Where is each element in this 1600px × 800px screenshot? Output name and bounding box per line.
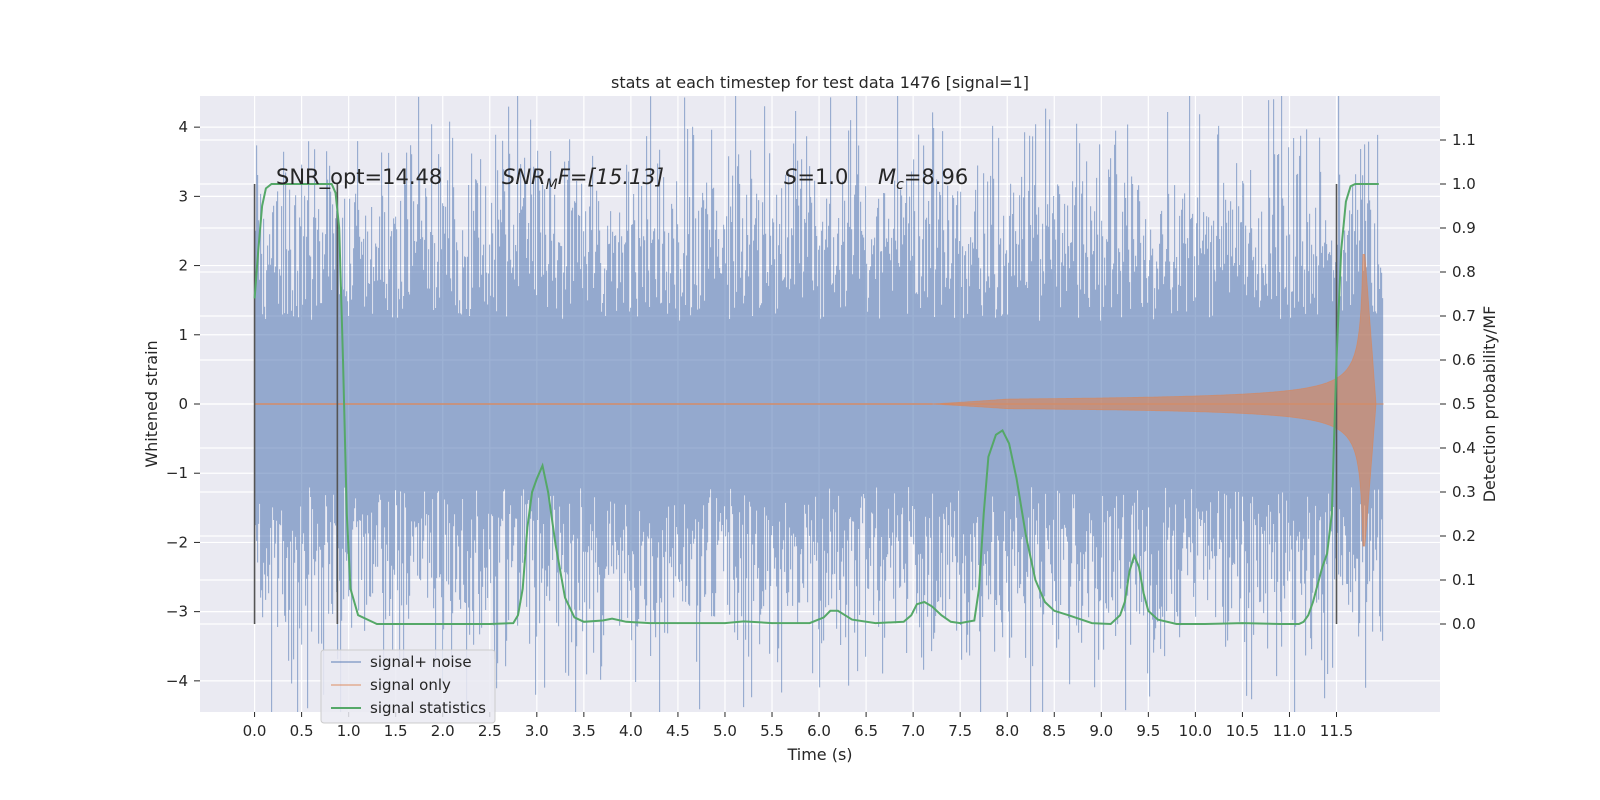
x-tick-label: 9.0 [1089, 722, 1113, 740]
annotation-snr-opt: SNR_opt=14.48 [276, 165, 442, 190]
x-axis-ticks: 0.0 0.5 1.0 1.5 2.0 2.5 3.0 3.5 4.0 4.5 5.0 5.5 6.0 6… [243, 712, 1353, 740]
x-tick-label: 3.5 [572, 722, 596, 740]
y-right-tick-label: 0.8 [1452, 263, 1476, 281]
x-tick-label: 5.5 [760, 722, 784, 740]
x-axis-label: Time (s) [786, 745, 852, 764]
x-tick-label: 5.0 [713, 722, 737, 740]
series-signal-only [254, 254, 1384, 547]
annotation-mc: Mc=8.96 [878, 165, 968, 193]
legend-label-signal-only: signal only [370, 676, 451, 694]
series-signal-statistics [253, 183, 1379, 626]
legend: signal+ noise signal only signal statist… [320, 649, 496, 724]
y-right-tick-label: 0.9 [1452, 219, 1476, 237]
y-left-tick-label: 2 [178, 257, 188, 275]
y-right-tick-label: 0.2 [1452, 527, 1476, 545]
x-tick-label: 8.5 [1042, 722, 1066, 740]
x-tick-label: 7.0 [901, 722, 925, 740]
y-left-tick-label: −4 [166, 672, 188, 690]
y-axis-right-ticks: 0.0 0.1 0.2 0.3 0.4 0.5 0.6 0.7 0.8 0.9 1.0 1.1 [1440, 131, 1476, 633]
y-right-tick-label: 0.5 [1452, 395, 1476, 413]
vertical-markers [253, 184, 1338, 624]
y-right-tick-label: 0.0 [1452, 615, 1476, 633]
chart-title: stats at each timestep for test data 147… [611, 73, 1029, 92]
x-tick-label: 6.5 [854, 722, 878, 740]
x-tick-label: 11.0 [1273, 722, 1306, 740]
y-axis-right-label: Detection probability/MF [1480, 306, 1499, 503]
y-left-tick-label: 0 [178, 395, 188, 413]
x-tick-label: 3.0 [525, 722, 549, 740]
x-tick-label: 0.5 [290, 722, 314, 740]
legend-label-signal-statistics: signal statistics [370, 699, 486, 717]
x-tick-label: 1.5 [384, 722, 408, 740]
x-tick-label: 10.5 [1226, 722, 1259, 740]
y-right-tick-label: 0.4 [1452, 439, 1476, 457]
data-layer [253, 96, 1384, 712]
legend-label-signal-noise: signal+ noise [370, 653, 472, 671]
y-axis-left-label: Whitened strain [142, 340, 161, 467]
y-right-tick-label: 0.6 [1452, 351, 1476, 369]
y-left-tick-label: −1 [166, 464, 188, 482]
x-tick-label: 8.0 [995, 722, 1019, 740]
y-right-tick-label: 0.1 [1452, 571, 1476, 589]
x-tick-label: 10.0 [1179, 722, 1212, 740]
y-left-tick-label: 1 [178, 326, 188, 344]
annotation-s: S=1.0 [784, 165, 848, 189]
x-tick-label: 1.0 [337, 722, 361, 740]
y-right-tick-label: 0.7 [1452, 307, 1476, 325]
y-left-tick-label: −3 [166, 603, 188, 621]
y-left-tick-label: 3 [178, 187, 188, 205]
x-tick-label: 9.5 [1136, 722, 1160, 740]
y-left-tick-label: 4 [178, 118, 188, 136]
annotations: SNR_opt=14.48 SNRMF=[15.13] S=1.0 Mc=8.9… [276, 165, 968, 193]
y-left-tick-label: −2 [166, 533, 188, 551]
x-tick-label: 2.5 [478, 722, 502, 740]
x-tick-label: 7.5 [948, 722, 972, 740]
y-right-tick-label: 0.3 [1452, 483, 1476, 501]
x-tick-label: 11.5 [1320, 722, 1353, 740]
y-axis-left-ticks: −4 −3 −2 −1 0 1 2 3 4 [166, 118, 200, 690]
x-tick-label: 6.0 [807, 722, 831, 740]
x-tick-label: 2.0 [431, 722, 455, 740]
y-right-tick-label: 1.1 [1452, 131, 1476, 149]
x-tick-label: 4.5 [666, 722, 690, 740]
annotation-snr-mf: SNRMF=[15.13] [502, 165, 664, 193]
legend-box [320, 649, 496, 724]
x-tick-label: 0.0 [243, 722, 267, 740]
x-tick-label: 4.0 [619, 722, 643, 740]
y-right-tick-label: 1.0 [1452, 175, 1476, 193]
